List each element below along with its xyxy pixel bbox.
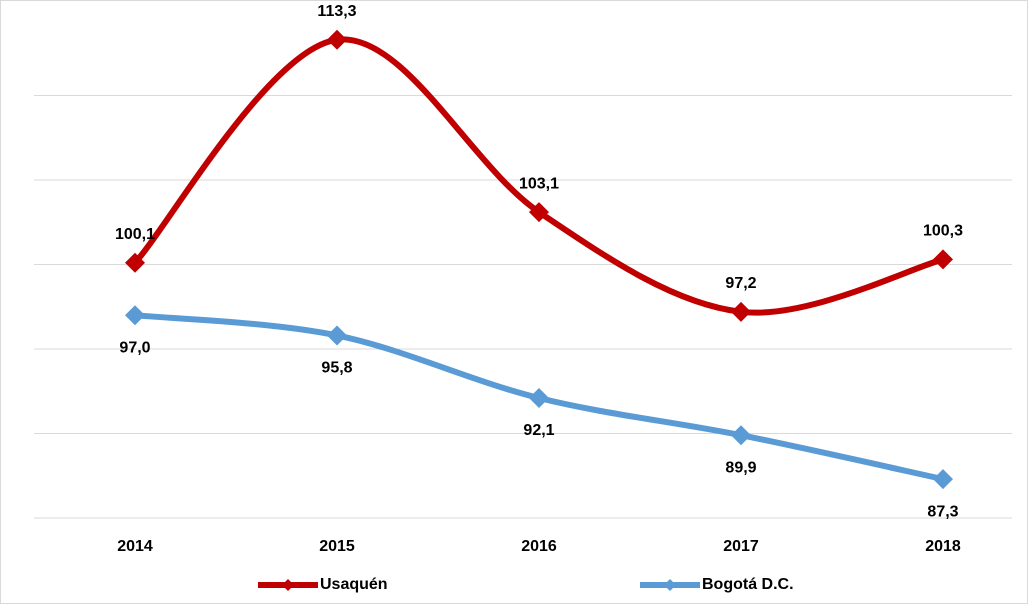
point-marker	[731, 425, 751, 446]
legend-marker	[282, 579, 294, 591]
data-label: 97,2	[725, 275, 756, 292]
point-marker	[125, 305, 145, 326]
point-marker	[933, 469, 953, 490]
point-marker	[933, 249, 953, 270]
data-label: 113,3	[317, 3, 356, 20]
data-label: 97,0	[119, 339, 150, 356]
data-label: 100,1	[115, 226, 155, 243]
data-label: 87,3	[927, 503, 958, 520]
x-tick-label: 2017	[723, 538, 759, 555]
data-label: 100,3	[923, 223, 963, 240]
legend-marker	[664, 579, 676, 591]
data-label: 103,1	[519, 175, 559, 192]
point-marker	[327, 29, 347, 50]
legend-label: Bogotá D.C.	[702, 576, 794, 593]
point-marker	[529, 388, 549, 409]
x-tick-label: 2016	[521, 538, 557, 555]
x-tick-label: 2014	[117, 538, 153, 555]
point-marker	[327, 325, 347, 346]
point-marker	[529, 202, 549, 223]
x-tick-label: 2015	[319, 538, 355, 555]
legend-label: Usaquén	[320, 576, 388, 593]
data-label: 92,1	[523, 422, 554, 439]
data-label: 89,9	[725, 459, 756, 476]
data-label: 95,8	[321, 360, 352, 377]
point-marker	[731, 301, 751, 322]
x-tick-label: 2018	[925, 538, 961, 555]
point-marker	[125, 252, 145, 273]
series-line	[132, 36, 946, 316]
